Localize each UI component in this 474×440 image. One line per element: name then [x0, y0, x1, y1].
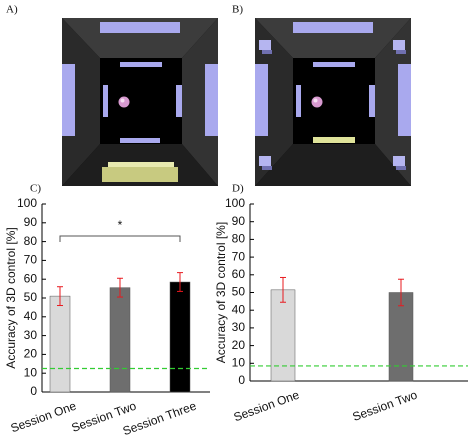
wall: [62, 18, 100, 186]
target: [120, 138, 160, 143]
target: [120, 62, 162, 67]
bar: [169, 281, 191, 393]
y-tick-label: 70: [232, 249, 246, 263]
y-axis-label: Accuracy of 3D control [%]: [4, 227, 18, 368]
y-tick-label: 20: [232, 338, 246, 352]
bar: [49, 295, 71, 393]
significance-bracket: [59, 235, 181, 242]
bar: [109, 287, 131, 393]
x-tick-label: Session Two: [351, 388, 420, 424]
target-top: [108, 162, 174, 168]
y-tick-label: 40: [24, 309, 38, 323]
panel-label: D): [232, 183, 244, 195]
y-tick-label: 90: [232, 214, 246, 228]
y-tick-label: 80: [232, 232, 246, 246]
wall: [182, 18, 218, 186]
target: [176, 85, 182, 117]
target: [398, 64, 411, 136]
target: [313, 137, 355, 143]
target: [62, 64, 75, 136]
corner-target: [259, 40, 271, 50]
cursor-sphere: [118, 96, 130, 108]
target: [255, 64, 268, 136]
target: [205, 64, 218, 136]
corner-target: [262, 166, 272, 170]
y-tick-label: 100: [225, 196, 245, 210]
target: [296, 85, 301, 117]
y-tick-label: 60: [232, 267, 246, 281]
y-tick-label: 40: [232, 302, 246, 316]
corner-target: [259, 156, 271, 166]
y-tick-label: 30: [232, 320, 246, 334]
corner-target: [396, 50, 406, 54]
y-axis-label: Accuracy of 3D control [%]: [214, 222, 228, 363]
sphere-highlight: [313, 98, 318, 103]
wall: [255, 144, 411, 186]
inner-wall: [293, 58, 375, 144]
target: [313, 62, 355, 67]
target: [100, 22, 180, 33]
x-tick-label: Session One: [232, 388, 302, 425]
x-tick-label: Session One: [9, 399, 79, 436]
target: [102, 167, 178, 182]
y-tick-label: 80: [24, 234, 38, 248]
y-tick-label: 60: [24, 271, 38, 285]
cursor-sphere: [311, 96, 323, 108]
panel-label: B): [232, 4, 243, 16]
corner-target: [396, 166, 406, 170]
y-tick-label: 100: [17, 196, 37, 210]
corner-target: [393, 40, 405, 50]
y-tick-label: 0: [30, 384, 37, 398]
corner-target: [393, 156, 405, 166]
scene-render: [255, 18, 411, 186]
corner-target: [262, 50, 272, 54]
y-tick-label: 30: [24, 328, 38, 342]
panel-label: A): [6, 4, 18, 16]
y-tick-label: 50: [24, 290, 38, 304]
y-tick-label: 20: [24, 347, 38, 361]
y-tick-label: 10: [232, 355, 246, 369]
bar: [388, 292, 414, 382]
significance-label: *: [118, 218, 123, 232]
y-tick-label: 10: [24, 365, 38, 379]
inner-wall: [100, 58, 182, 144]
panel-label: C): [30, 183, 41, 195]
target: [369, 85, 375, 117]
target: [293, 22, 373, 33]
wall: [255, 18, 293, 186]
bar: [270, 289, 296, 382]
y-tick-label: 90: [24, 215, 38, 229]
y-tick-label: 70: [24, 253, 38, 267]
y-tick-label: 0: [238, 373, 245, 387]
scene-render: [62, 18, 218, 186]
target: [103, 85, 108, 117]
sphere-highlight: [120, 98, 125, 103]
wall: [375, 18, 411, 186]
y-tick-label: 50: [232, 285, 246, 299]
